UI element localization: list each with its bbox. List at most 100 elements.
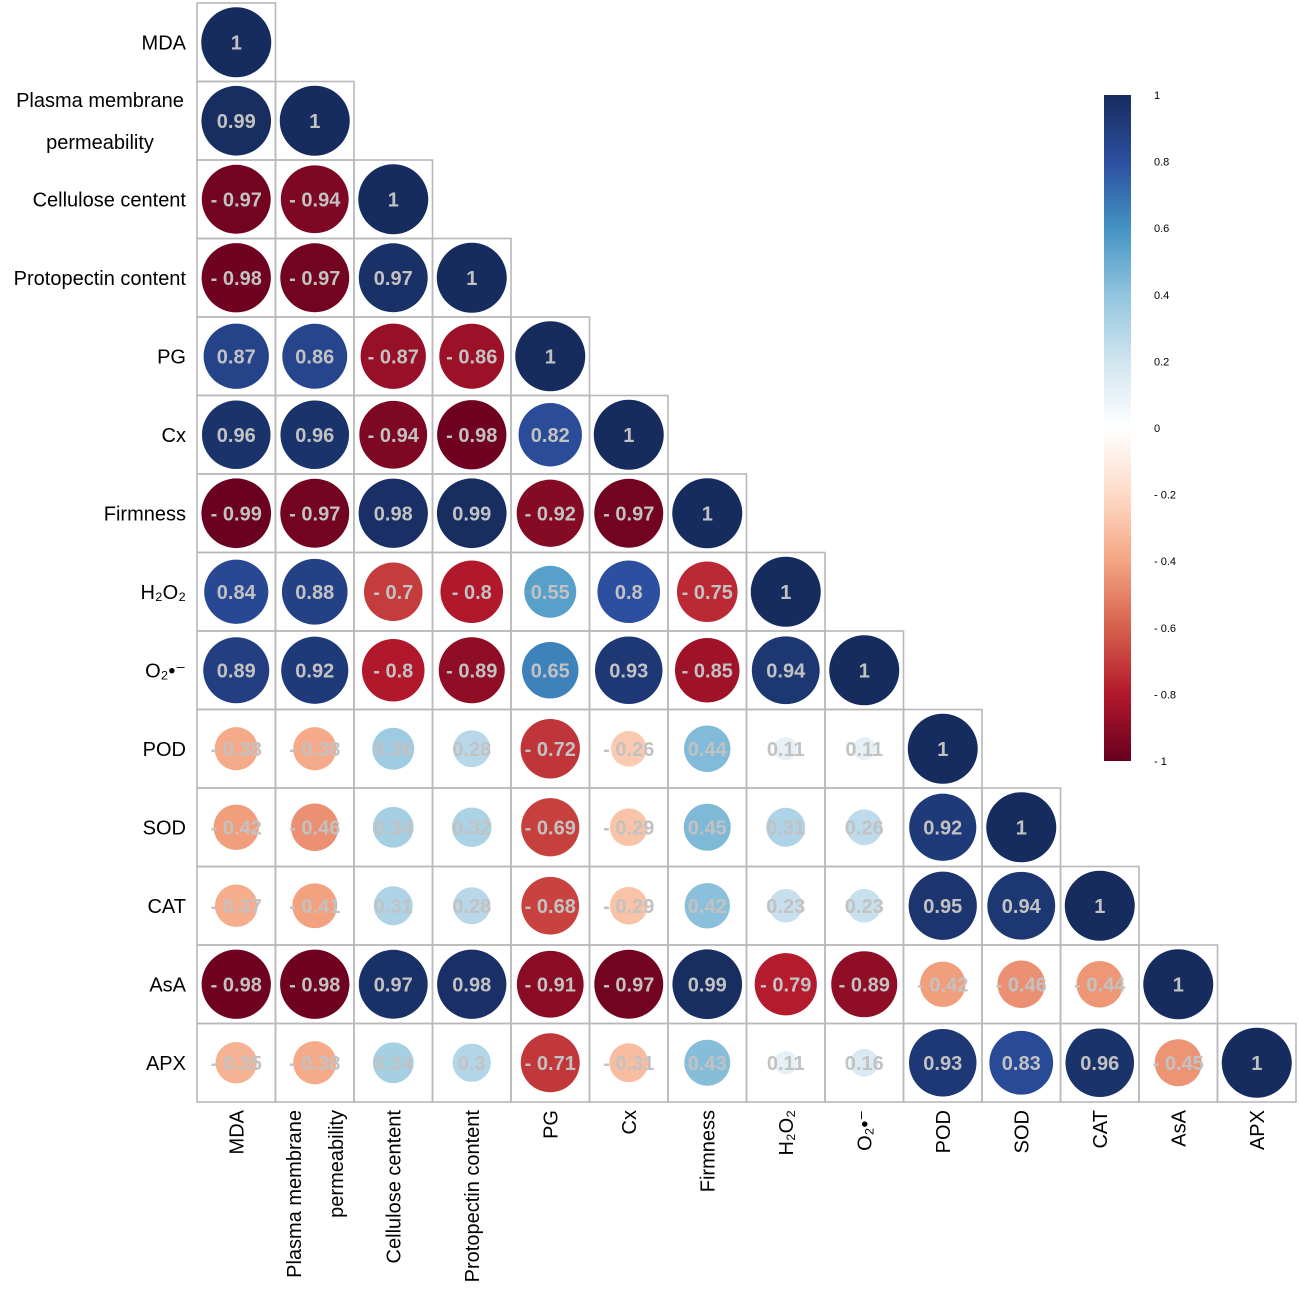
cell-o2-protopectin-content: - 0.89 [431,630,512,711]
correlation-value: 0.86 [295,346,334,368]
cell-plasma-membrane-permeability-plasma-membrane-permeability: 1 [274,80,355,161]
cell-pod-cellulose-centent: 0.36 [353,708,434,789]
cell-asa-plasma-membrane-permeability: - 0.98 [274,944,355,1025]
correlation-circle [997,960,1045,1008]
row-label-cellulose-centent: Cellulose centent [33,189,187,211]
cell-mda-mda: 1 [196,2,277,83]
cell-h2o2-pg: 0.55 [510,551,591,632]
correlation-value: 0.34 [374,817,414,839]
correlation-circle [280,165,349,234]
cell-apx-protopectin-content: 0.3 [431,1022,512,1103]
cell-sod-sod: 1 [981,787,1062,868]
correlation-circle [280,949,350,1019]
correlation-value: 0.28 [452,739,491,761]
correlation-circle [594,949,664,1019]
column-label-cellulose-centent: Cellulose centent [383,1110,405,1264]
correlation-circle [524,565,577,618]
cell-asa-cellulose-centent: 0.97 [353,944,434,1025]
cell-o2-mda: 0.89 [196,630,277,711]
correlation-value: 0.28 [452,896,491,918]
cell-h2o2-mda: 0.84 [196,551,277,632]
colorbar-tick-label: - 0.2 [1154,490,1176,502]
correlation-circle [1076,961,1123,1008]
column-label-firmness: Firmness [697,1110,719,1192]
cell-protopectin-content-plasma-membrane-permeability: - 0.97 [274,237,355,318]
cell-h2o2-plasma-membrane-permeability: 0.88 [274,551,355,632]
correlation-circle [986,792,1057,863]
correlation-value: 1 [1094,896,1105,918]
cell-sod-cellulose-centent: 0.34 [353,787,434,868]
correlation-value: - 0.46 [289,817,340,839]
column-label-plasma-membrane-permeability: Plasma membrane [284,1110,306,1278]
correlation-circle [215,1042,257,1084]
correlation-value: 0.3 [458,1053,486,1075]
column-label-o2: O₂•⁻ [854,1110,876,1151]
cell-apx-h2o2: 0.11 [745,1022,826,1103]
correlation-circle [909,793,977,861]
cell-cat-protopectin-content: 0.28 [431,865,512,946]
correlation-value: - 0.41 [289,896,340,918]
correlation-value: 0.11 [845,739,883,761]
cell-apx-o2: 0.16 [824,1022,905,1103]
correlation-circle [597,560,661,624]
cell-cat-pg: - 0.68 [510,865,591,946]
correlation-value: 1 [1016,817,1027,839]
colorbar-tick-label: - 0.6 [1154,623,1176,635]
row-labels: MDA Plasma membrane permeability Cellulose … [14,32,187,1075]
correlation-value: 1 [309,111,320,133]
correlation-circle [908,871,977,940]
correlation-circle [1154,1039,1202,1087]
correlation-circle [907,713,978,784]
cell-o2-plasma-membrane-permeability: 0.92 [274,630,355,711]
cell-pod-o2: 0.11 [824,708,905,789]
colorbar-tick-label: - 1 [1154,756,1167,768]
correlation-value: 0.26 [845,817,884,839]
correlation-circle [437,949,507,1019]
correlation-circle [281,636,349,704]
column-label-asa: AsA [1168,1109,1190,1146]
correlation-circle [987,871,1056,940]
correlation-value: - 0.68 [525,896,576,918]
cell-apx-mda: - 0.35 [196,1022,277,1103]
cell-apx-pg: - 0.71 [510,1022,591,1103]
cell-h2o2-firmness: - 0.75 [667,551,748,632]
colorbar: 1 0.8 0.6 0.4 0.2 0 - 0.2 - 0.4 - 0.6 - 0.8 - 1 [1104,90,1176,768]
cell-border [1216,1022,1297,1103]
row-label-cat: CAT [147,896,186,918]
cell-plasma-membrane-permeability-mda: 0.99 [196,80,277,161]
correlation-value: 0.99 [452,503,491,525]
correlation-circle [453,730,491,768]
cell-apx-sod: 0.83 [981,1022,1062,1103]
correlation-value: 0.31 [374,896,413,918]
correlation-circle [438,637,505,704]
cell-pod-pod: 1 [902,708,983,789]
correlation-value: 1 [859,660,870,682]
cell-asa-asa: 1 [1138,944,1219,1025]
cell-o2-pg: 0.65 [510,630,591,711]
colorbar-tick-label: 0.8 [1154,157,1169,169]
cell-apx-apx: 1 [1216,1022,1297,1103]
column-label-sod: SOD [1011,1110,1033,1153]
correlation-circle [1065,1028,1135,1098]
correlation-value: - 0.7 [373,582,413,604]
cell-protopectin-content-mda: - 0.98 [196,237,277,318]
correlation-value: 0.99 [217,111,256,133]
cell-sod-o2: 0.26 [824,787,905,868]
correlation-circle [436,478,507,549]
correlation-circle [279,85,350,156]
correlation-value: - 0.46 [996,974,1047,996]
correlation-circle [594,478,664,548]
correlation-value: 0.44 [688,739,728,761]
correlation-circle [213,804,259,850]
correlation-value: - 0.97 [289,503,340,525]
correlation-value: 0.11 [767,739,805,761]
colorbar-tick-label: - 0.4 [1154,556,1176,568]
correlation-circle [516,950,584,1018]
correlation-circle [280,478,350,548]
correlation-circle [372,727,415,770]
correlation-value: 0.97 [374,974,413,996]
correlation-value: 0.96 [217,425,256,447]
correlation-value: 0.89 [217,660,256,682]
cell-cx-pg: 0.82 [510,394,591,475]
correlation-circle [358,243,428,313]
